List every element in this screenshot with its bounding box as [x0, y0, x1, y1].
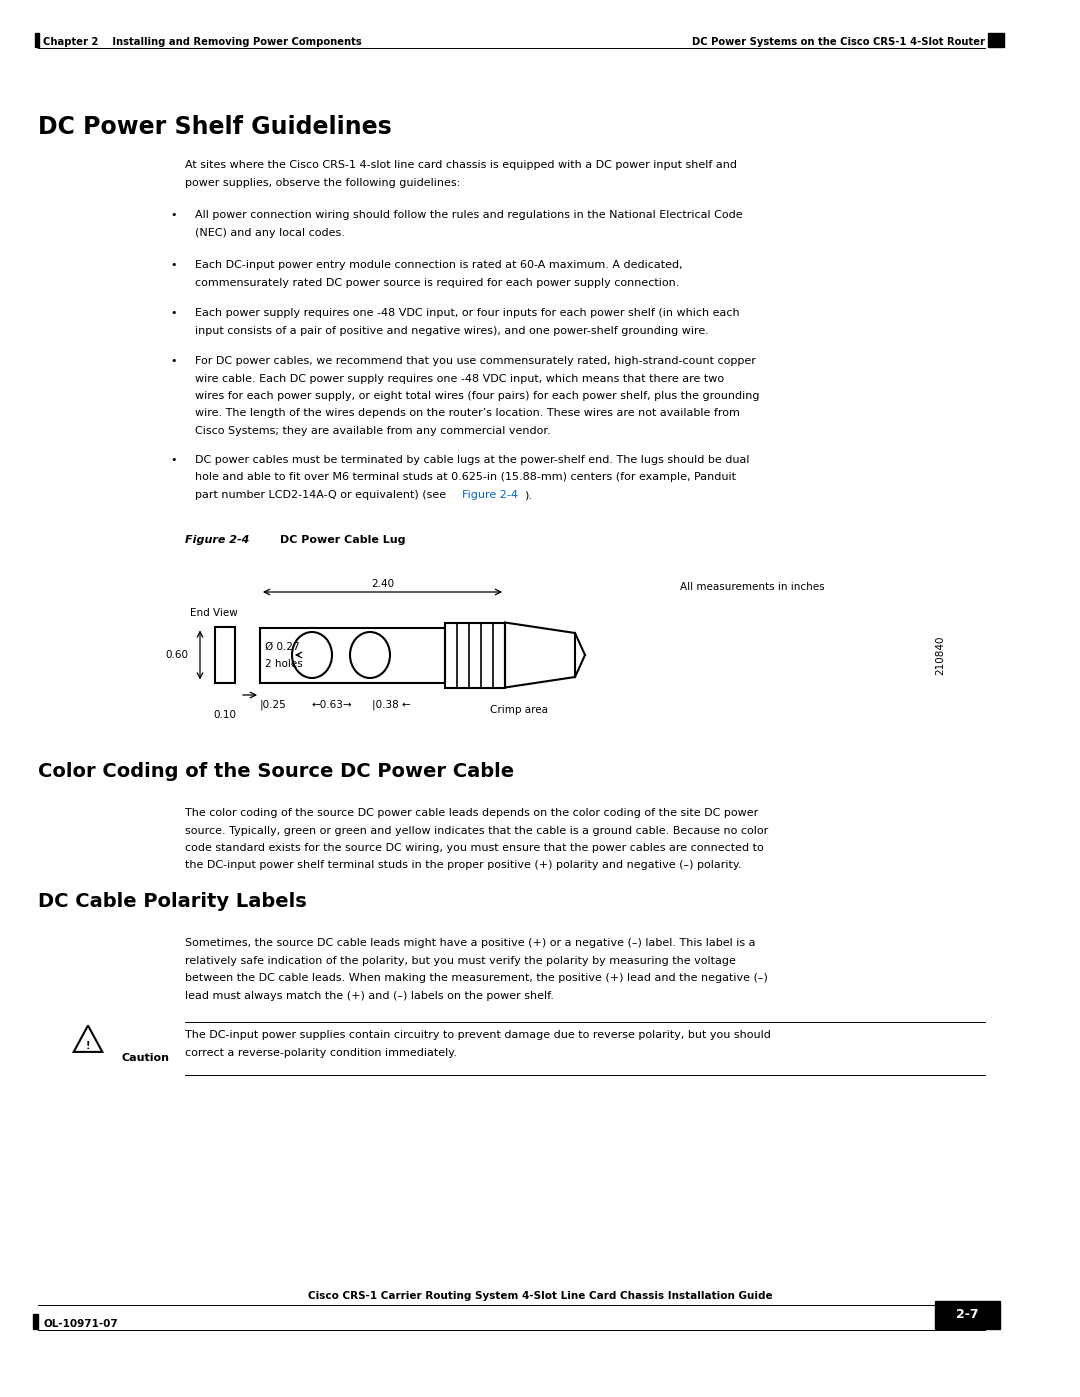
Text: hole and able to fit over M6 terminal studs at 0.625-in (15.88-mm) centers (for : hole and able to fit over M6 terminal st… [195, 472, 735, 482]
Text: Color Coding of the Source DC Power Cable: Color Coding of the Source DC Power Cabl… [38, 761, 514, 781]
Text: Each power supply requires one -48 VDC input, or four inputs for each power shel: Each power supply requires one -48 VDC i… [195, 307, 740, 319]
Text: |0.25: |0.25 [260, 700, 287, 711]
Bar [35, 34, 39, 47]
Text: ).: ). [524, 490, 531, 500]
Text: relatively safe indication of the polarity, but you must verify the polarity by : relatively safe indication of the polari… [185, 956, 735, 965]
Text: •: • [170, 260, 176, 270]
Text: (NEC) and any local codes.: (NEC) and any local codes. [195, 228, 345, 237]
Text: wire cable. Each DC power supply requires one -48 VDC input, which means that th: wire cable. Each DC power supply require… [195, 373, 724, 384]
Text: Figure 2-4: Figure 2-4 [461, 490, 517, 500]
Text: OL-10971-07: OL-10971-07 [43, 1319, 118, 1329]
Text: DC Power Cable Lug: DC Power Cable Lug [280, 535, 405, 545]
Text: Ø 0.27: Ø 0.27 [265, 643, 299, 652]
Text: Cisco Systems; they are available from any commercial vendor.: Cisco Systems; they are available from a… [195, 426, 551, 436]
Text: !: ! [85, 1041, 91, 1051]
Text: wire. The length of the wires depends on the router’s location. These wires are : wire. The length of the wires depends on… [195, 408, 740, 419]
Text: part number LCD2-14A-Q or equivalent) (see: part number LCD2-14A-Q or equivalent) (s… [195, 490, 449, 500]
Text: 2.40: 2.40 [370, 578, 394, 590]
Text: Caution: Caution [122, 1053, 170, 1063]
Text: 210840: 210840 [935, 636, 945, 675]
Text: Each DC-input power entry module connection is rated at 60-A maximum. A dedicate: Each DC-input power entry module connect… [195, 260, 683, 270]
Text: Figure 2-4: Figure 2-4 [185, 535, 249, 545]
Text: the DC-input power shelf terminal studs in the proper positive (+) polarity and : the DC-input power shelf terminal studs … [185, 861, 742, 870]
Text: input consists of a pair of positive and negative wires), and one power-shelf gr: input consists of a pair of positive and… [195, 326, 708, 335]
Text: wires for each power supply, or eight total wires (four pairs) for each power sh: wires for each power supply, or eight to… [195, 391, 759, 401]
Text: All measurements in inches: All measurements in inches [680, 583, 825, 592]
Text: power supplies, observe the following guidelines:: power supplies, observe the following gu… [185, 177, 460, 187]
Text: DC power cables must be terminated by cable lugs at the power-shelf end. The lug: DC power cables must be terminated by ca… [195, 455, 750, 465]
Text: The DC-input power supplies contain circuitry to prevent damage due to reverse p: The DC-input power supplies contain circ… [185, 1030, 771, 1039]
Text: 2-7: 2-7 [956, 1309, 978, 1322]
Text: DC Power Systems on the Cisco CRS-1 4-Slot Router: DC Power Systems on the Cisco CRS-1 4-Sl… [692, 36, 985, 47]
Text: All power connection wiring should follow the rules and regulations in the Natio: All power connection wiring should follo… [195, 210, 743, 219]
Text: •: • [170, 455, 176, 465]
Text: commensurately rated DC power source is required for each power supply connectio: commensurately rated DC power source is … [195, 278, 679, 288]
Text: Crimp area: Crimp area [490, 705, 548, 715]
Text: source. Typically, green or green and yellow indicates that the cable is a groun: source. Typically, green or green and ye… [185, 826, 768, 835]
Bar [260, 627, 445, 683]
Text: |0.38 ←: |0.38 ← [372, 700, 410, 711]
Text: correct a reverse-polarity condition immediately.: correct a reverse-polarity condition imm… [185, 1048, 457, 1058]
Text: between the DC cable leads. When making the measurement, the positive (+) lead a: between the DC cable leads. When making … [185, 972, 768, 983]
Bar [935, 1301, 1000, 1329]
Text: Chapter 2    Installing and Removing Power Components: Chapter 2 Installing and Removing Power … [43, 36, 362, 47]
Text: lead must always match the (+) and (–) labels on the power shelf.: lead must always match the (+) and (–) l… [185, 990, 554, 1000]
Text: Cisco CRS-1 Carrier Routing System 4-Slot Line Card Chassis Installation Guide: Cisco CRS-1 Carrier Routing System 4-Slo… [308, 1291, 772, 1301]
Bar [33, 1315, 38, 1329]
Text: •: • [170, 210, 176, 219]
Text: code standard exists for the source DC wiring, you must ensure that the power ca: code standard exists for the source DC w… [185, 842, 764, 854]
Text: •: • [170, 356, 176, 366]
Text: •: • [170, 307, 176, 319]
Text: End View: End View [190, 608, 238, 617]
Text: 0.10: 0.10 [214, 710, 237, 719]
Text: Sometimes, the source DC cable leads might have a positive (+) or a negative (–): Sometimes, the source DC cable leads mig… [185, 937, 756, 949]
Bar [215, 627, 235, 683]
Text: DC Cable Polarity Labels: DC Cable Polarity Labels [38, 893, 307, 911]
Bar [445, 623, 505, 687]
Text: The color coding of the source DC power cable leads depends on the color coding : The color coding of the source DC power … [185, 807, 758, 819]
Bar [988, 34, 1004, 47]
Text: ←0.63→: ←0.63→ [312, 700, 353, 710]
Text: 2 holes: 2 holes [265, 659, 302, 669]
Text: DC Power Shelf Guidelines: DC Power Shelf Guidelines [38, 115, 392, 138]
Text: For DC power cables, we recommend that you use commensurately rated, high-strand: For DC power cables, we recommend that y… [195, 356, 756, 366]
Text: 0.60: 0.60 [165, 650, 188, 659]
Text: At sites where the Cisco CRS-1 4-slot line card chassis is equipped with a DC po: At sites where the Cisco CRS-1 4-slot li… [185, 161, 737, 170]
